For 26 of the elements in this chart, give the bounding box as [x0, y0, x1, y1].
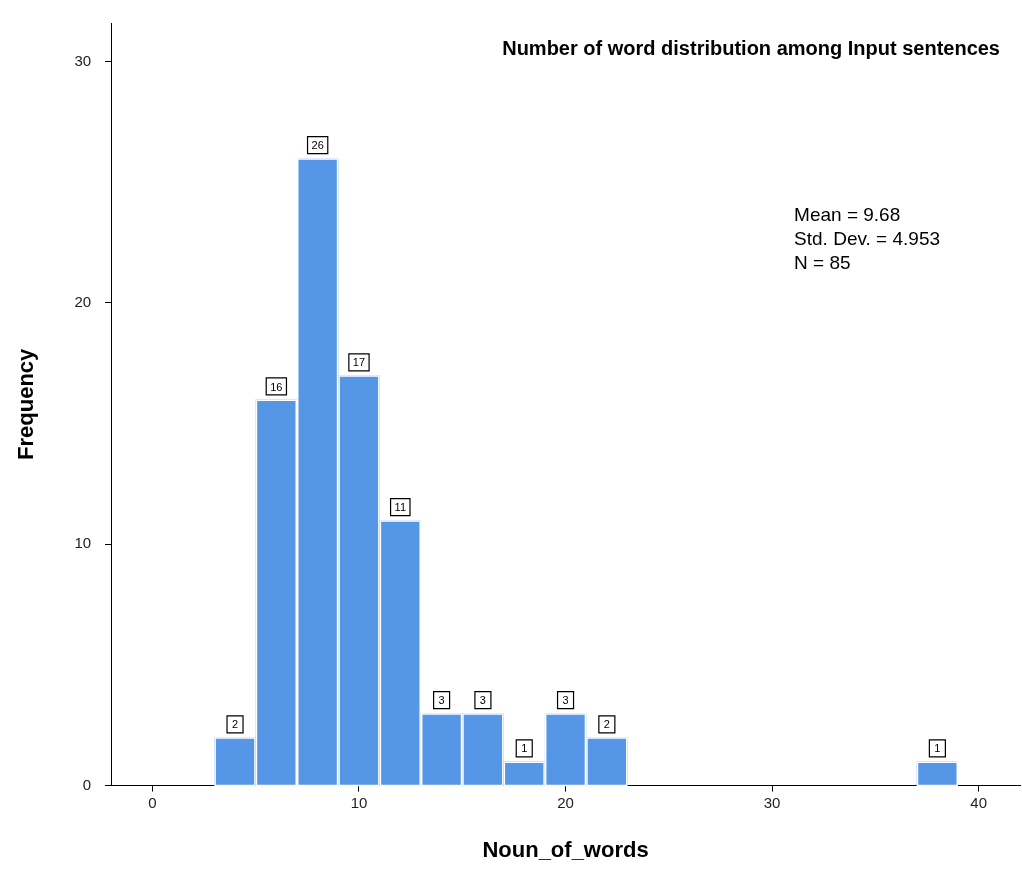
y-tick-label: 10 [74, 534, 92, 552]
y-axis-title: Frequency [13, 347, 39, 460]
y-tick-label: 20 [74, 293, 92, 311]
annotation: Mean = 9.68 [794, 203, 901, 225]
x-tick-label: 10 [350, 793, 368, 811]
y-tick-label: 30 [74, 51, 92, 69]
x-axis-title: Noun_of_words [482, 836, 649, 862]
data-label: 26 [311, 139, 324, 152]
x-tick-label: 0 [148, 793, 157, 811]
data-label: 2 [603, 718, 610, 731]
data-label: 3 [438, 694, 445, 707]
x-tick-label: 20 [557, 793, 574, 811]
data-label: 2 [231, 718, 239, 731]
data-label: 3 [479, 694, 486, 707]
data-label: 16 [270, 380, 283, 393]
annotation: Std. Dev. = 4.953 [794, 227, 941, 249]
annotation: N = 85 [794, 251, 851, 273]
data-label: 3 [562, 694, 569, 707]
x-tick-label: 40 [970, 793, 988, 811]
text: Number of word distribution among Input sentences [502, 36, 1000, 59]
data-label: 1 [521, 742, 528, 755]
data-label: 1 [934, 742, 941, 755]
y-tick-label: 0 [82, 775, 92, 793]
x-tick-label: 30 [763, 793, 781, 811]
data-label: 11 [394, 501, 406, 514]
data-label: 17 [352, 356, 366, 369]
